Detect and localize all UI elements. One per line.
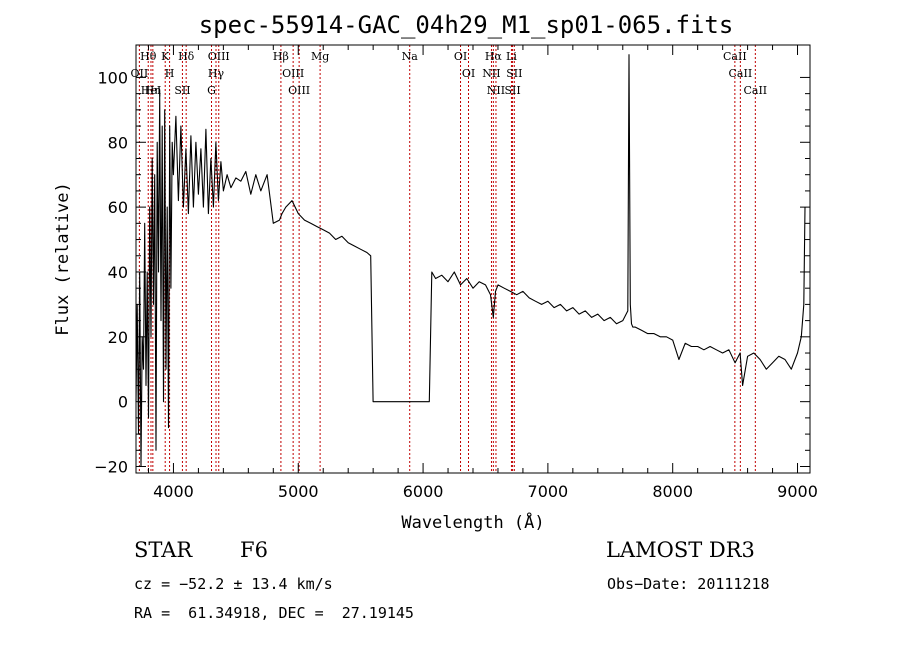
y-tick-label: 80	[108, 133, 128, 152]
x-axis-label: Wavelength (Å)	[401, 511, 544, 533]
spectrum-series	[135, 54, 806, 468]
line-label-H: H	[165, 67, 175, 80]
y-tick-label: 0	[118, 393, 128, 412]
line-label-Hδ: Hδ	[178, 50, 195, 63]
object-subclass: F6	[240, 538, 268, 562]
x-tick-label: 7000	[528, 482, 569, 501]
line-label-OIII: OIII	[208, 50, 230, 63]
line-label-OIII: OIII	[282, 67, 304, 80]
line-label-OII: OII	[131, 67, 149, 80]
line-label-Mg: Mg	[311, 50, 329, 63]
y-tick-label: 40	[108, 263, 128, 282]
line-label-Hβ: Hβ	[273, 50, 289, 63]
line-label-Hη: Hη	[145, 84, 161, 97]
chart-title: spec-55914-GAC_04h29_M1_sp01-065.fits	[199, 11, 734, 39]
y-tick-label: −20	[94, 458, 128, 477]
axis-ticks: 4000 5000 6000 7000 8000 9000 −20 0 20 40 60 80 100	[94, 45, 818, 501]
line-label-CaII: CaII	[729, 67, 753, 80]
line-label-Hγ: Hγ	[208, 67, 225, 80]
x-tick-label: 9000	[777, 482, 818, 501]
line-label-Hα: Hα	[485, 50, 503, 63]
line-label-CaII: CaII	[743, 84, 767, 97]
x-tick-label: 5000	[278, 482, 319, 501]
plot-frame	[135, 44, 811, 474]
y-tick-label: 100	[97, 68, 128, 87]
line-label-OI: OI	[462, 67, 475, 80]
survey-name: LAMOST DR3	[606, 538, 755, 562]
line-label-NII: NII	[482, 67, 500, 80]
y-tick-label: 20	[108, 328, 128, 347]
redshift-value: cz = −52.2 ± 13.4 km/s	[134, 575, 333, 593]
line-label-SII: SII	[504, 84, 520, 97]
line-label-OIII: OIII	[288, 84, 310, 97]
object-class: STAR	[134, 538, 193, 562]
line-label-Li: Li	[506, 50, 517, 63]
observation-date: Obs−Date: 20111218	[607, 575, 770, 593]
y-axis-label: Flux (relative)	[53, 182, 73, 336]
line-label-Hθ: Hθ	[140, 50, 157, 63]
spectral-line-markers	[138, 45, 756, 473]
x-tick-label: 6000	[403, 482, 444, 501]
line-label-OI: OI	[454, 50, 467, 63]
line-label-SII: SII	[506, 67, 522, 80]
x-tick-label: 8000	[652, 482, 693, 501]
coordinates: RA = 61.34918, DEC = 27.19145	[134, 604, 414, 622]
line-label-CaII: CaII	[723, 50, 747, 63]
line-label-SII: SII	[174, 84, 190, 97]
y-tick-label: 60	[108, 198, 128, 217]
line-label-NII: NII	[487, 84, 505, 97]
line-label-G: G	[207, 84, 216, 97]
x-tick-label: 4000	[153, 482, 194, 501]
line-label-Na: Na	[402, 50, 419, 63]
spectrum-line	[135, 54, 806, 468]
line-label-K: K	[161, 50, 170, 63]
line-label-HeI: HeI	[141, 84, 161, 97]
